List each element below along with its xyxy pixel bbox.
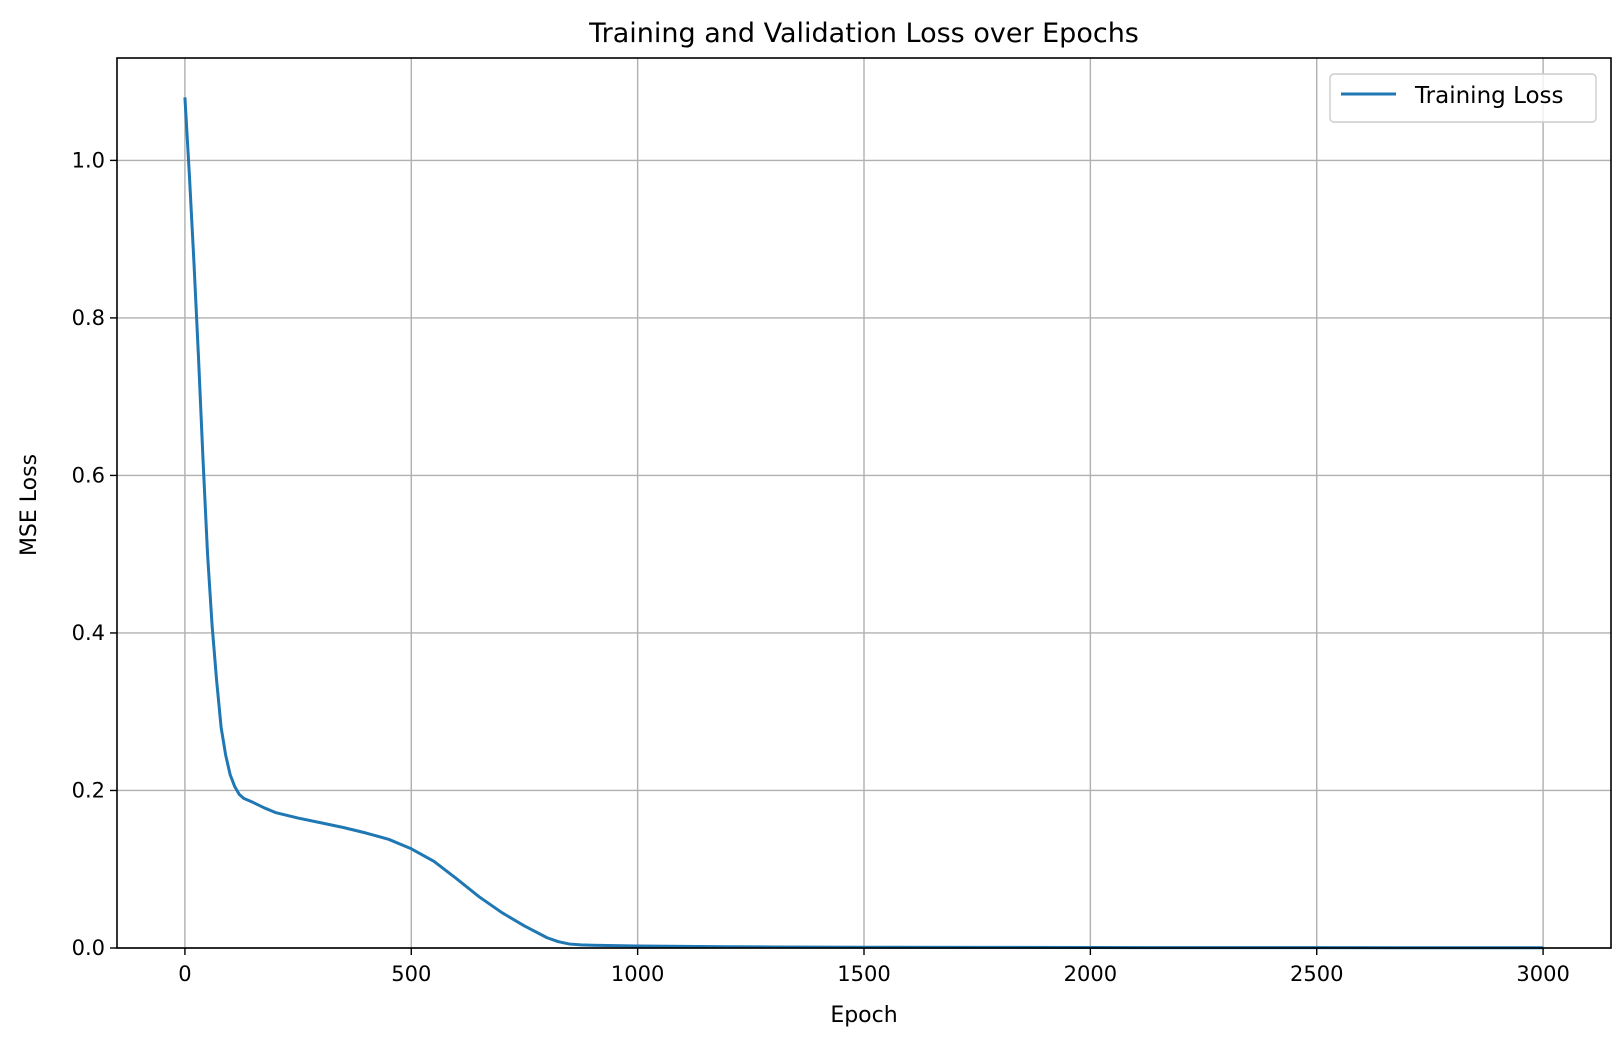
- y-tick-label: 1.0: [72, 148, 105, 172]
- x-tick-label: 2000: [1064, 962, 1117, 986]
- training-loss-line: [183, 97, 1544, 950]
- legend: Training Loss: [1329, 73, 1597, 123]
- series-layer: [183, 97, 1544, 950]
- y-tick-label: 0.8: [72, 306, 105, 330]
- x-tick-label: 2500: [1290, 962, 1343, 986]
- x-tick-label: 0: [178, 962, 191, 986]
- y-tick-label: 0.4: [72, 621, 105, 645]
- y-tick-label: 0.2: [72, 778, 105, 802]
- grid-lines: [117, 58, 1611, 949]
- x-tick-label: 3000: [1516, 962, 1569, 986]
- x-tick-label: 1500: [837, 962, 890, 986]
- y-tick-label: 0.0: [72, 936, 105, 960]
- x-tick-label: 1000: [611, 962, 664, 986]
- y-axis-ticks: 0.0 0.2 0.4 0.6 0.8 1.0: [72, 148, 117, 960]
- y-axis-title: MSE Loss: [17, 454, 42, 556]
- x-axis-title: Epoch: [830, 1003, 897, 1028]
- y-tick-label: 0.6: [72, 463, 105, 487]
- chart-title: Training and Validation Loss over Epochs: [588, 18, 1139, 49]
- x-tick-label: 500: [391, 962, 431, 986]
- legend-box: [1329, 73, 1597, 123]
- legend-label: Training Loss: [1414, 83, 1564, 109]
- x-axis-ticks: 0 500 1000 1500 2000 2500 3000: [178, 948, 1570, 986]
